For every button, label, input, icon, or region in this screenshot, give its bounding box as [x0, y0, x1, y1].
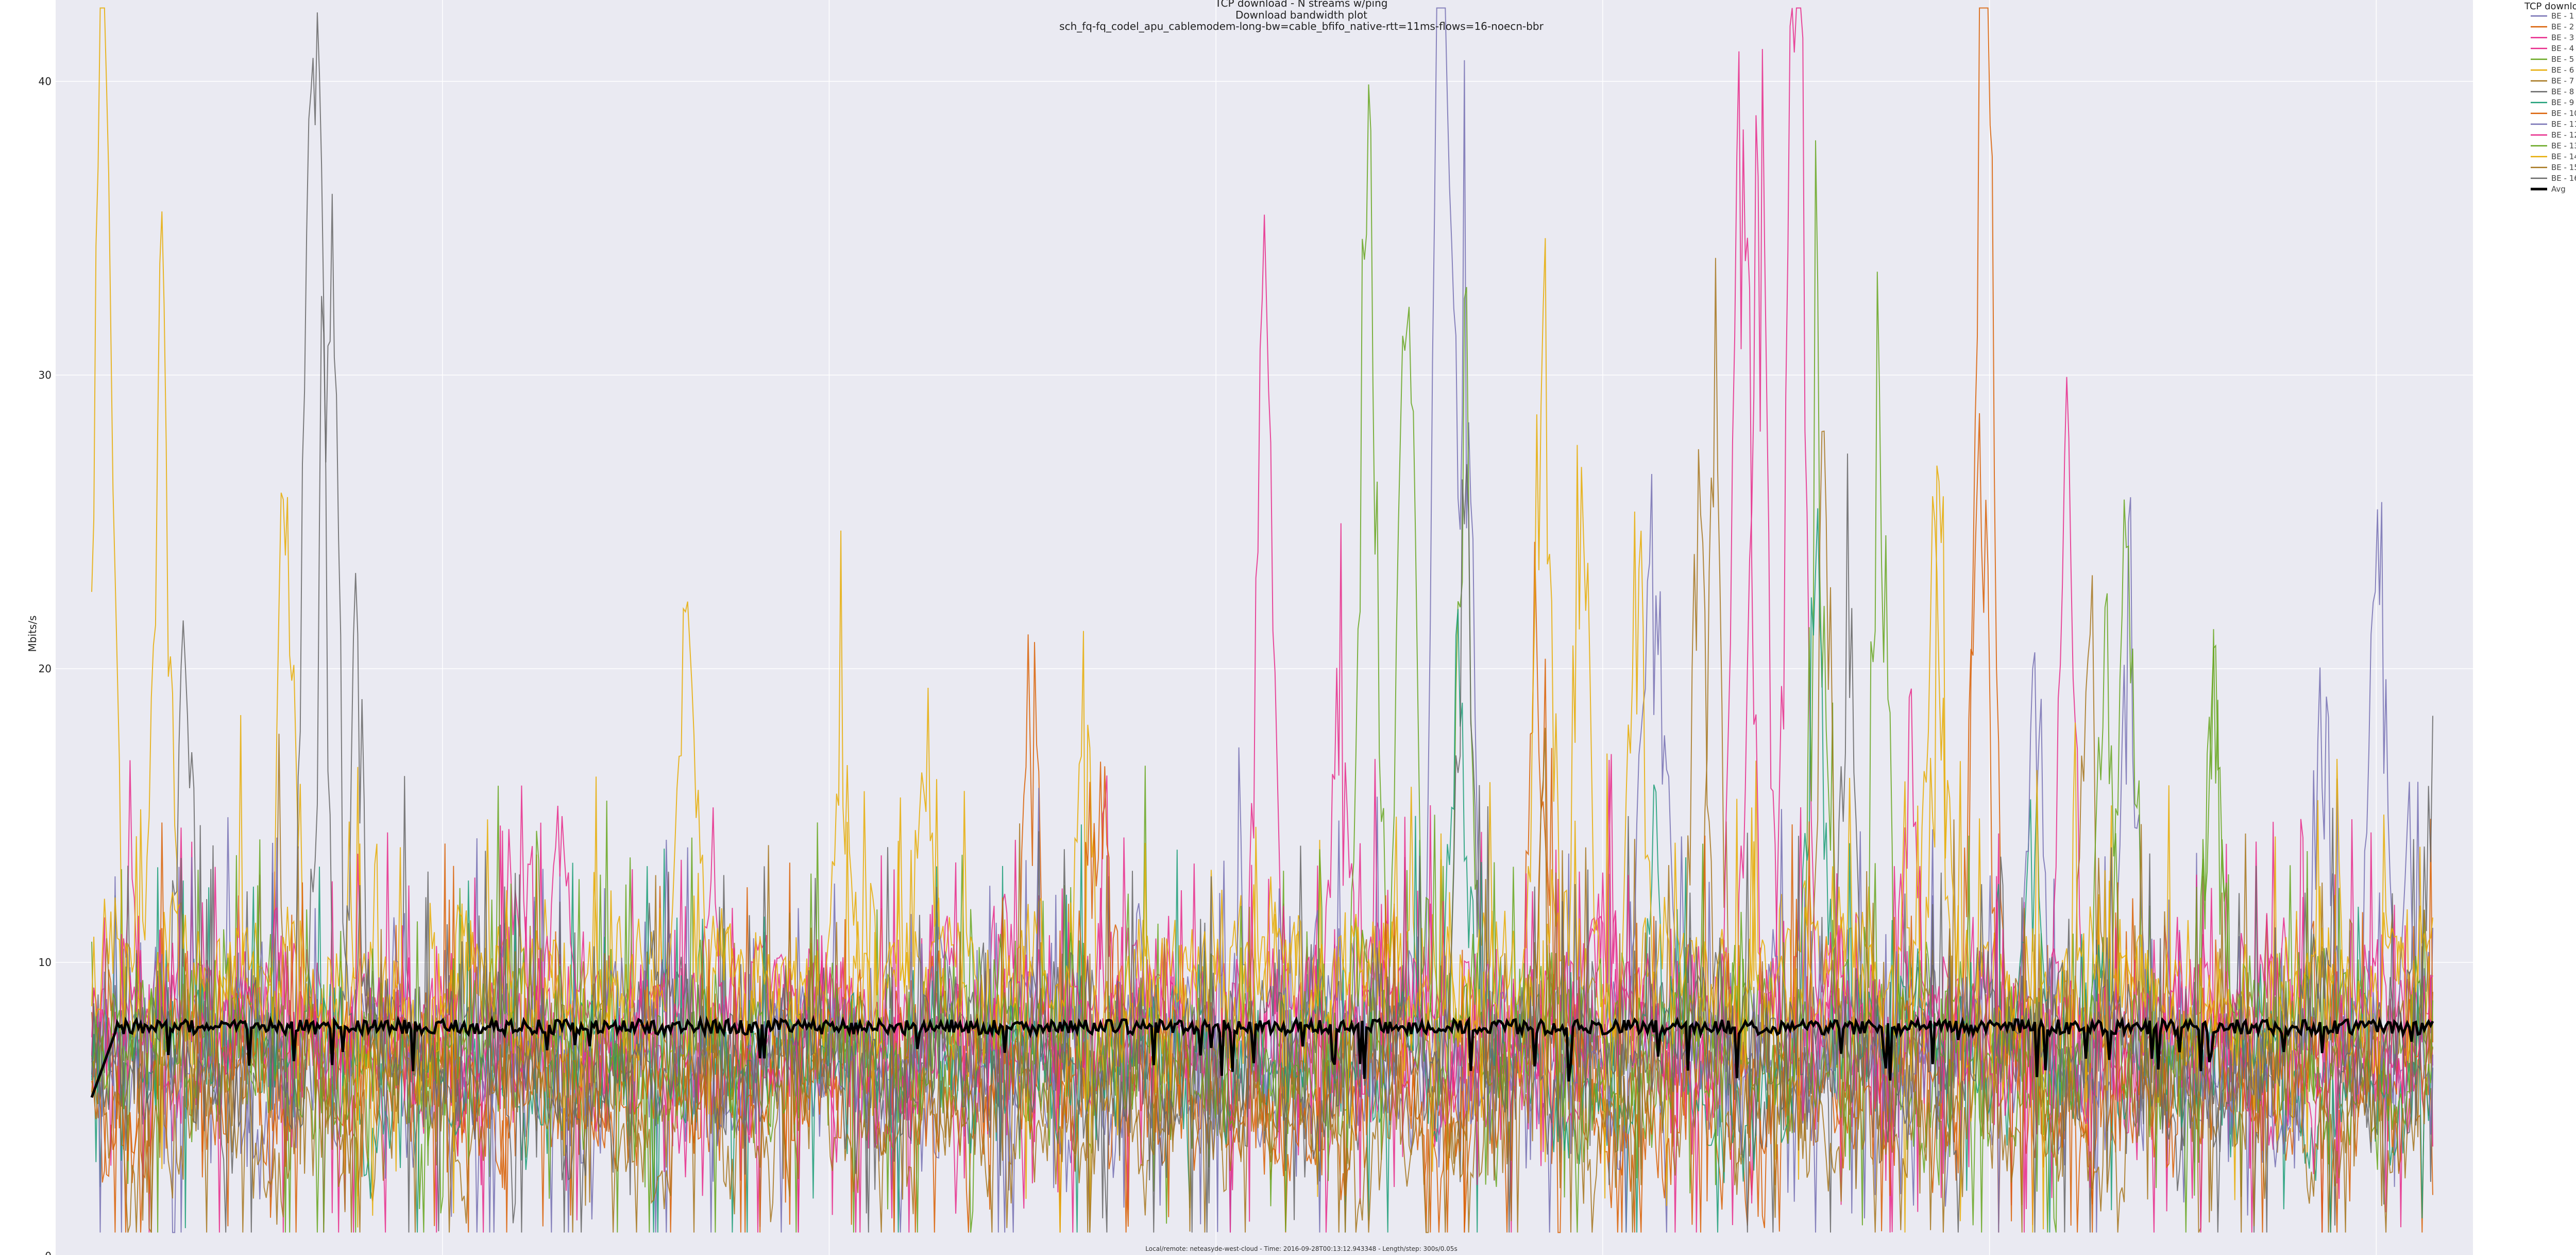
series-line-avg — [90, 1014, 2434, 1098]
legend-entry: BE - 15 — [2531, 163, 2576, 172]
y-tick-labels: 0 10 20 30 40 — [39, 75, 52, 1255]
y-tick-label: 20 — [39, 663, 52, 675]
y-axis-label: Mbits/s — [26, 616, 39, 652]
legend-label: Avg — [2551, 184, 2566, 194]
legend-entry: BE - 3 — [2531, 33, 2574, 42]
series-line-be-14 — [91, 445, 2433, 1233]
legend-entry: BE - 6 — [2531, 65, 2574, 75]
legend-label: BE - 10 — [2551, 109, 2576, 118]
legend-entry: BE - 7 — [2531, 76, 2574, 86]
legend-label: BE - 8 — [2551, 87, 2574, 96]
avg-layer — [90, 1014, 2434, 1098]
legend-entry: BE - 11 — [2531, 120, 2576, 129]
legend-entry: BE - 12 — [2531, 130, 2576, 140]
y-tick-label: 10 — [39, 956, 52, 969]
legend-entry: BE - 10 — [2531, 109, 2576, 118]
legend-entry: BE - 16 — [2531, 174, 2576, 183]
legend-label: BE - 13 — [2551, 141, 2576, 150]
legend-label: BE - 2 — [2551, 22, 2574, 31]
legend-label: BE - 6 — [2551, 65, 2574, 75]
legend-label: BE - 11 — [2551, 120, 2576, 129]
legend-entry: Avg — [2531, 184, 2566, 194]
legend-entry: BE - 5 — [2531, 55, 2574, 64]
legend-entry: BE - 14 — [2531, 152, 2576, 161]
legend-entry: BE - 8 — [2531, 87, 2574, 96]
chart-subtitle: Download bandwidth plot — [1235, 9, 1367, 21]
legend-entry: BE - 9 — [2531, 98, 2574, 107]
legend-label: BE - 9 — [2551, 98, 2574, 107]
series-line-be-6 — [91, 7, 2433, 1233]
legend-label: BE - 14 — [2551, 152, 2576, 161]
legend-label: BE - 4 — [2551, 44, 2574, 53]
legend-label: BE - 7 — [2551, 76, 2574, 86]
legend-entries: BE - 1BE - 2BE - 3BE - 4BE - 5BE - 6BE -… — [2531, 11, 2576, 194]
legend-entry: BE - 4 — [2531, 44, 2574, 53]
chart-test-name: sch_fq-fq_codel_apu_cablemodem-long-bw=c… — [1059, 20, 1544, 32]
legend-entry: BE - 13 — [2531, 141, 2576, 150]
footer-metadata: Local/remote: neteasyde-west-cloud - Tim… — [1145, 1245, 1457, 1252]
legend: TCP download BE - 1BE - 2 BE - 3 BE - 4 BE … — [2524, 1, 2576, 194]
legend-label: BE - 15 — [2551, 163, 2576, 172]
y-tick-label: 30 — [39, 369, 52, 381]
legend-label: BE - 5 — [2551, 55, 2574, 64]
legend-label: BE - 16 — [2551, 174, 2576, 183]
legend-title: TCP download — [2524, 1, 2576, 12]
legend-entry: BE - 1 — [2531, 11, 2574, 21]
y-tick-label: 40 — [39, 75, 52, 88]
y-tick-label: 0 — [45, 1250, 52, 1255]
series-line-be-16 — [91, 194, 2433, 1233]
series-line-be-15 — [91, 449, 2433, 1233]
chart-title: TCP download - N streams w/ping — [1215, 0, 1388, 9]
legend-label: BE - 12 — [2551, 130, 2576, 140]
legend-entry: BE - 2 — [2531, 22, 2574, 31]
legend-label: BE - 3 — [2551, 33, 2574, 42]
legend-label: BE - 1 — [2551, 11, 2574, 21]
series-line-be-12 — [91, 51, 2433, 1233]
series-line-be-11 — [91, 473, 2433, 1233]
